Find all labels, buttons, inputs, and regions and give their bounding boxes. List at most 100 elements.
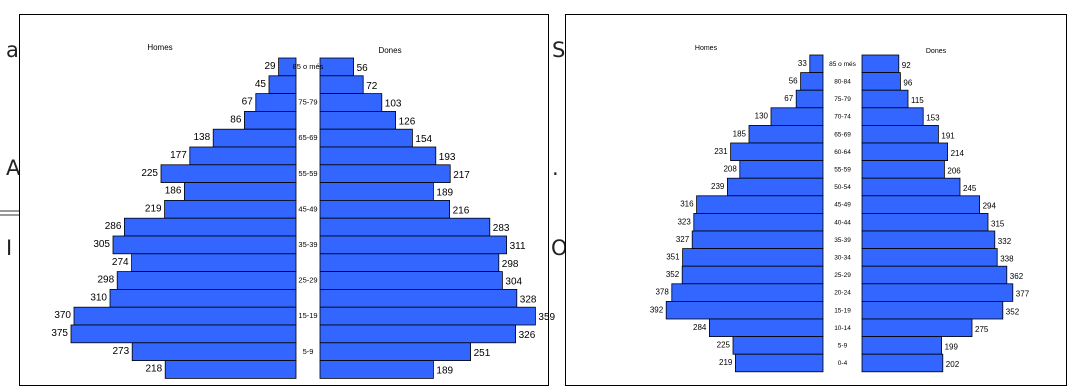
- value-label-homes: 231: [714, 147, 728, 156]
- value-label-homes: 225: [141, 168, 158, 179]
- bar-homes: [164, 360, 297, 379]
- bar-dones: [319, 217, 491, 237]
- value-label-dones: 362: [1010, 272, 1024, 281]
- bar-dones: [319, 288, 518, 308]
- category-label: 75-79: [834, 96, 851, 103]
- bar-dones: [861, 142, 948, 162]
- bar-homes: [681, 265, 824, 285]
- bar-homes: [691, 230, 824, 250]
- value-label-homes: 375: [51, 328, 68, 339]
- category-label: 35-39: [298, 240, 317, 249]
- value-label-homes: 392: [650, 305, 664, 314]
- pyramid-chart-left: Homes Dones 29 56 85 o més 45 72 67 103 75-79 86 12…: [51, 43, 556, 379]
- value-label-homes: 67: [242, 97, 254, 108]
- category-label: 55-59: [834, 167, 851, 174]
- category-label: 25-29: [834, 272, 851, 279]
- value-label-dones: 199: [945, 343, 959, 352]
- bar-dones: [861, 125, 939, 144]
- bar-dones: [861, 353, 944, 373]
- bar-homes: [730, 142, 824, 162]
- category-label: 70-74: [834, 114, 851, 121]
- bar-dones: [319, 128, 413, 148]
- bar-dones: [319, 271, 503, 290]
- value-label-dones: 251: [474, 348, 491, 359]
- value-label-homes: 138: [194, 132, 211, 143]
- value-label-dones: 326: [519, 330, 536, 341]
- value-label-homes: 239: [711, 182, 725, 191]
- value-label-homes: 286: [105, 221, 122, 232]
- value-label-dones: 283: [493, 223, 510, 234]
- bar-dones: [861, 336, 942, 355]
- bar-homes: [73, 306, 297, 326]
- value-label-dones: 216: [453, 205, 470, 216]
- background-text-fragment: I: [6, 236, 13, 260]
- value-label-dones: 193: [439, 152, 456, 163]
- value-label-homes: 225: [717, 341, 731, 350]
- bar-dones: [861, 283, 1014, 302]
- bar-homes: [160, 164, 297, 184]
- bar-dones: [319, 75, 364, 94]
- bar-homes: [682, 248, 824, 267]
- value-label-homes: 316: [680, 200, 694, 209]
- category-label: 65-69: [298, 133, 317, 142]
- value-label-homes: 29: [264, 61, 276, 72]
- bar-homes: [131, 342, 297, 361]
- value-label-dones: 92: [902, 61, 911, 70]
- value-label-dones: 217: [453, 170, 470, 181]
- bar-dones: [319, 306, 536, 326]
- bar-dones: [319, 199, 451, 219]
- value-label-dones: 298: [502, 259, 519, 270]
- bar-homes: [800, 72, 824, 91]
- value-label-homes: 219: [145, 203, 162, 214]
- value-label-homes: 327: [676, 235, 690, 244]
- value-label-dones: 191: [941, 131, 955, 140]
- background-rule: [0, 214, 20, 216]
- bar-dones: [861, 212, 989, 232]
- category-label: 80-84: [834, 79, 851, 86]
- bar-dones: [319, 182, 434, 201]
- value-label-dones: 154: [415, 134, 432, 145]
- category-label: 5-9: [838, 343, 848, 350]
- bar-dones: [319, 164, 451, 184]
- category-label: 15-19: [834, 307, 851, 314]
- category-label: 30-34: [834, 255, 851, 262]
- bar-homes: [268, 75, 297, 94]
- bar-homes: [131, 253, 297, 273]
- value-label-dones: 311: [510, 241, 526, 252]
- bar-homes: [795, 89, 824, 109]
- value-label-dones: 126: [399, 116, 416, 127]
- bar-homes: [116, 271, 297, 290]
- bar-homes: [212, 128, 297, 148]
- value-label-dones: 96: [903, 79, 912, 88]
- bar-homes: [255, 93, 297, 112]
- bar-homes: [671, 283, 824, 302]
- value-label-homes: 56: [789, 77, 798, 86]
- category-label: 40-44: [834, 219, 851, 226]
- population-pyramid-right: Homes Dones 33 92 85 o més 56 96 80-84 67 115 75-7…: [565, 14, 1067, 386]
- category-label: 85 o més: [293, 62, 324, 71]
- value-label-homes: 45: [255, 79, 267, 90]
- background-text-fragment: a: [6, 38, 19, 62]
- value-label-homes: 298: [98, 275, 115, 286]
- bar-homes: [109, 288, 297, 308]
- value-label-homes: 378: [655, 288, 669, 297]
- value-label-homes: 208: [723, 165, 737, 174]
- category-label: 5-9: [303, 347, 314, 356]
- value-label-homes: 186: [165, 186, 182, 197]
- bar-dones: [319, 235, 508, 255]
- bar-dones: [861, 72, 901, 91]
- left-group-label: Homes: [147, 43, 172, 52]
- bar-dones: [861, 160, 945, 179]
- value-label-dones: 72: [366, 81, 378, 92]
- right-group-label: Dones: [378, 46, 401, 55]
- background-text-fragment: .: [552, 156, 559, 180]
- value-label-homes: 177: [170, 150, 187, 161]
- bar-dones: [861, 300, 1004, 320]
- bar-dones: [319, 111, 396, 130]
- bar-homes: [665, 300, 824, 320]
- bar-dones: [319, 324, 517, 344]
- bar-homes: [696, 195, 824, 214]
- bar-homes: [112, 235, 297, 255]
- category-label: 45-49: [834, 202, 851, 209]
- bar-homes: [164, 199, 297, 219]
